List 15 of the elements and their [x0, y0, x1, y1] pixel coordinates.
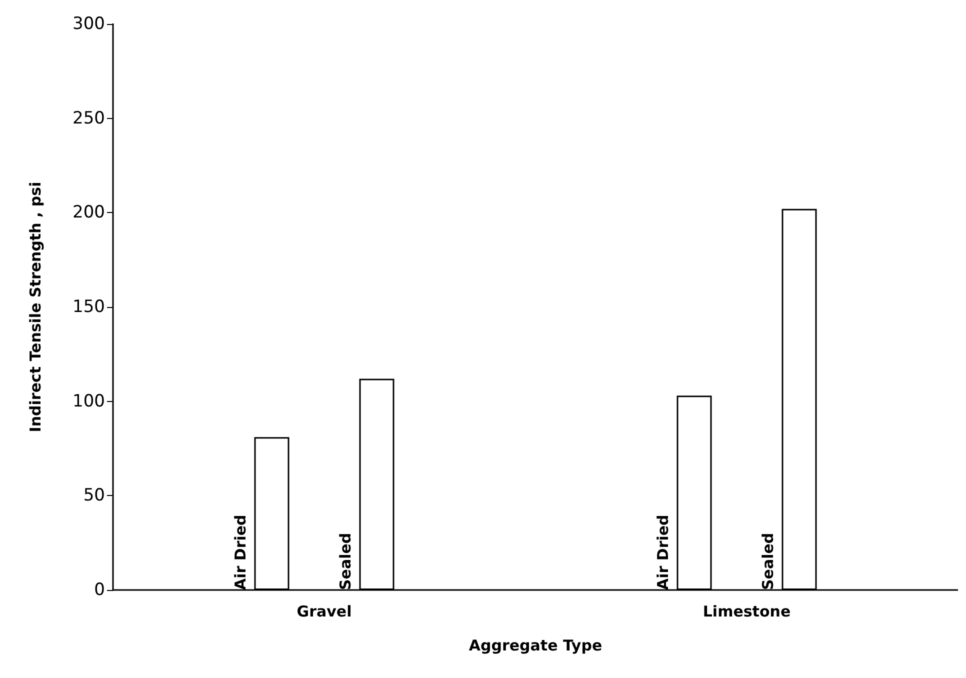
- text: Air Dried: [231, 514, 250, 590]
- y-tick-label: 150: [72, 297, 105, 317]
- text: Sealed: [758, 532, 777, 590]
- y-tick-label: 200: [72, 202, 105, 223]
- x-tick-label: Limestone: [702, 602, 791, 620]
- y-tick-label: 250: [72, 108, 105, 128]
- x-tick-label: Gravel: [296, 602, 352, 620]
- text: Air Dried: [654, 514, 672, 590]
- y-tick-label: 100: [72, 391, 105, 412]
- y-axis-title: Indirect Tensile Strength , psi: [26, 182, 44, 432]
- x-axis-title: Aggregate Type: [468, 636, 602, 654]
- y-tick-label: 300: [72, 14, 105, 34]
- y-tick-label: 0: [94, 580, 105, 600]
- y-tick-label: 50: [83, 486, 105, 506]
- text: Sealed: [336, 532, 354, 590]
